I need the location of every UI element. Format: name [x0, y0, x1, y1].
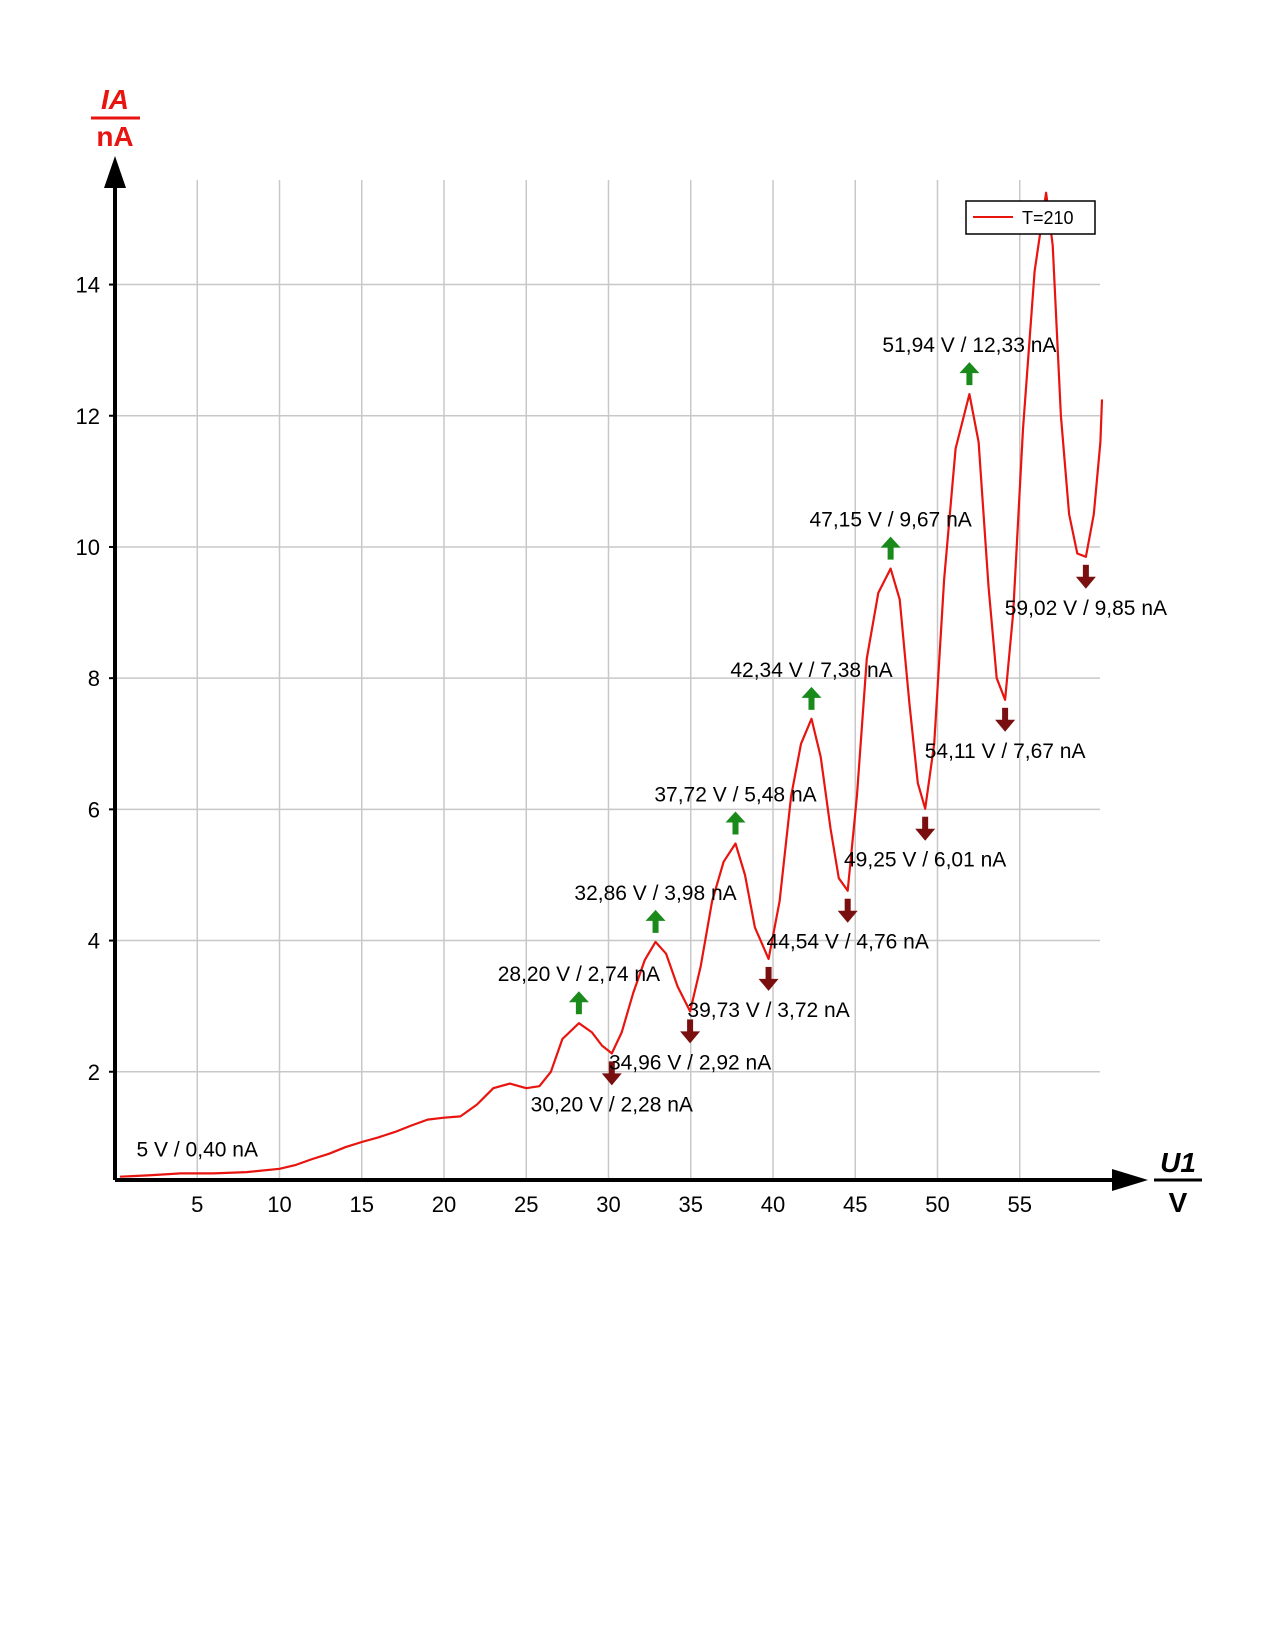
tick-labels: 5 10 15 20 25 30 35 40 45 50 55 2 4 6 8 10 12 14	[76, 273, 1032, 1217]
y-axis-unit: nA	[96, 121, 133, 152]
point-annotation-label: 37,72 V / 5,48 nA	[654, 783, 816, 806]
point-annotation-label: 47,15 V / 9,67 nA	[809, 509, 971, 532]
x-tick-label: 30	[596, 1192, 620, 1217]
y-tick-label: 10	[76, 535, 100, 560]
minimum-arrow-stem	[1082, 564, 1089, 578]
grid	[115, 180, 1100, 1180]
y-axis-title: IA	[101, 84, 129, 115]
maximum-arrow-stem	[808, 696, 815, 710]
minimum-arrow-icon	[758, 978, 779, 991]
minimum-arrow-stem	[608, 1061, 615, 1075]
minimum-arrow-stem	[765, 966, 772, 980]
point-annotation-label: 28,20 V / 2,74 nA	[498, 963, 660, 986]
x-tick-label: 45	[843, 1192, 867, 1217]
maximum-arrow-stem	[575, 1001, 582, 1015]
maximum-arrow-icon	[880, 536, 901, 548]
y-tick-label: 14	[76, 273, 100, 298]
minimum-arrow-icon	[915, 828, 936, 841]
x-axis-arrowhead	[1112, 1169, 1148, 1191]
x-tick-label: 40	[761, 1192, 785, 1217]
point-annotation-label: 44,54 V / 4,76 nA	[767, 931, 929, 954]
minimum-arrow-icon	[601, 1073, 622, 1086]
maximum-arrow-stem	[887, 546, 894, 560]
point-annotation-label: 5 V / 0,40 nA	[137, 1139, 258, 1162]
x-tick-label: 10	[267, 1192, 291, 1217]
point-annotation-label: 51,94 V / 12,33 nA	[882, 334, 1056, 357]
point-annotation-label: 32,86 V / 3,98 nA	[574, 882, 736, 905]
x-tick-label: 20	[432, 1192, 456, 1217]
maximum-arrow-icon	[959, 362, 980, 374]
legend-label: T=210	[1022, 208, 1074, 228]
series-line	[119, 191, 1104, 1178]
point-annotation-label: 42,34 V / 7,38 nA	[730, 659, 892, 682]
y-axis-arrowhead	[104, 156, 126, 188]
y-tick-label: 6	[88, 797, 100, 822]
y-tick-label: 12	[76, 404, 100, 429]
series	[119, 191, 1104, 1178]
annotations: 5 V / 0,40 nA 28,20 V / 2,74 nA 30,20 V / …	[137, 334, 1167, 1162]
minimum-arrow-icon	[680, 1031, 701, 1044]
maximum-arrow-icon	[645, 909, 666, 921]
x-tick-label: 15	[350, 1192, 374, 1217]
point-annotation-label: 54,11 V / 7,67 nA	[925, 740, 1086, 763]
x-tick-label: 25	[514, 1192, 538, 1217]
legend: T=210	[965, 200, 1096, 235]
x-tick-label: 35	[679, 1192, 703, 1217]
maximum-arrow-stem	[966, 372, 973, 386]
maximum-arrow-icon	[801, 686, 822, 698]
point-annotation-label: 30,20 V / 2,28 nA	[531, 1093, 693, 1116]
x-tick-label: 5	[191, 1192, 203, 1217]
minimum-arrow-icon	[1075, 576, 1096, 589]
y-tick-label: 4	[88, 929, 100, 954]
minimum-arrow-icon	[837, 910, 858, 923]
point-annotation-label: 49,25 V / 6,01 nA	[844, 849, 1006, 872]
minimum-arrow-stem	[844, 898, 851, 912]
x-tick-label: 55	[1008, 1192, 1032, 1217]
minimum-arrow-stem	[1002, 707, 1009, 721]
minimum-arrow-stem	[687, 1019, 694, 1033]
point-annotation-label: 59,02 V / 9,85 nA	[1005, 597, 1167, 620]
maximum-arrow-stem	[652, 919, 659, 933]
y-tick-label: 2	[88, 1060, 100, 1085]
maximum-arrow-icon	[568, 991, 589, 1003]
minimum-arrow-stem	[922, 816, 929, 830]
minimum-arrow-icon	[995, 719, 1016, 732]
maximum-arrow-stem	[732, 821, 739, 835]
x-axis-title: U1	[1160, 1147, 1196, 1178]
y-tick-label: 8	[88, 666, 100, 691]
x-axis-unit: V	[1169, 1187, 1188, 1218]
point-annotation-label: 34,96 V / 2,92 nA	[609, 1051, 771, 1074]
maximum-arrow-icon	[725, 811, 746, 823]
x-tick-label: 50	[925, 1192, 949, 1217]
axes	[104, 156, 1148, 1191]
point-annotation-label: 39,73 V / 3,72 nA	[687, 999, 849, 1022]
